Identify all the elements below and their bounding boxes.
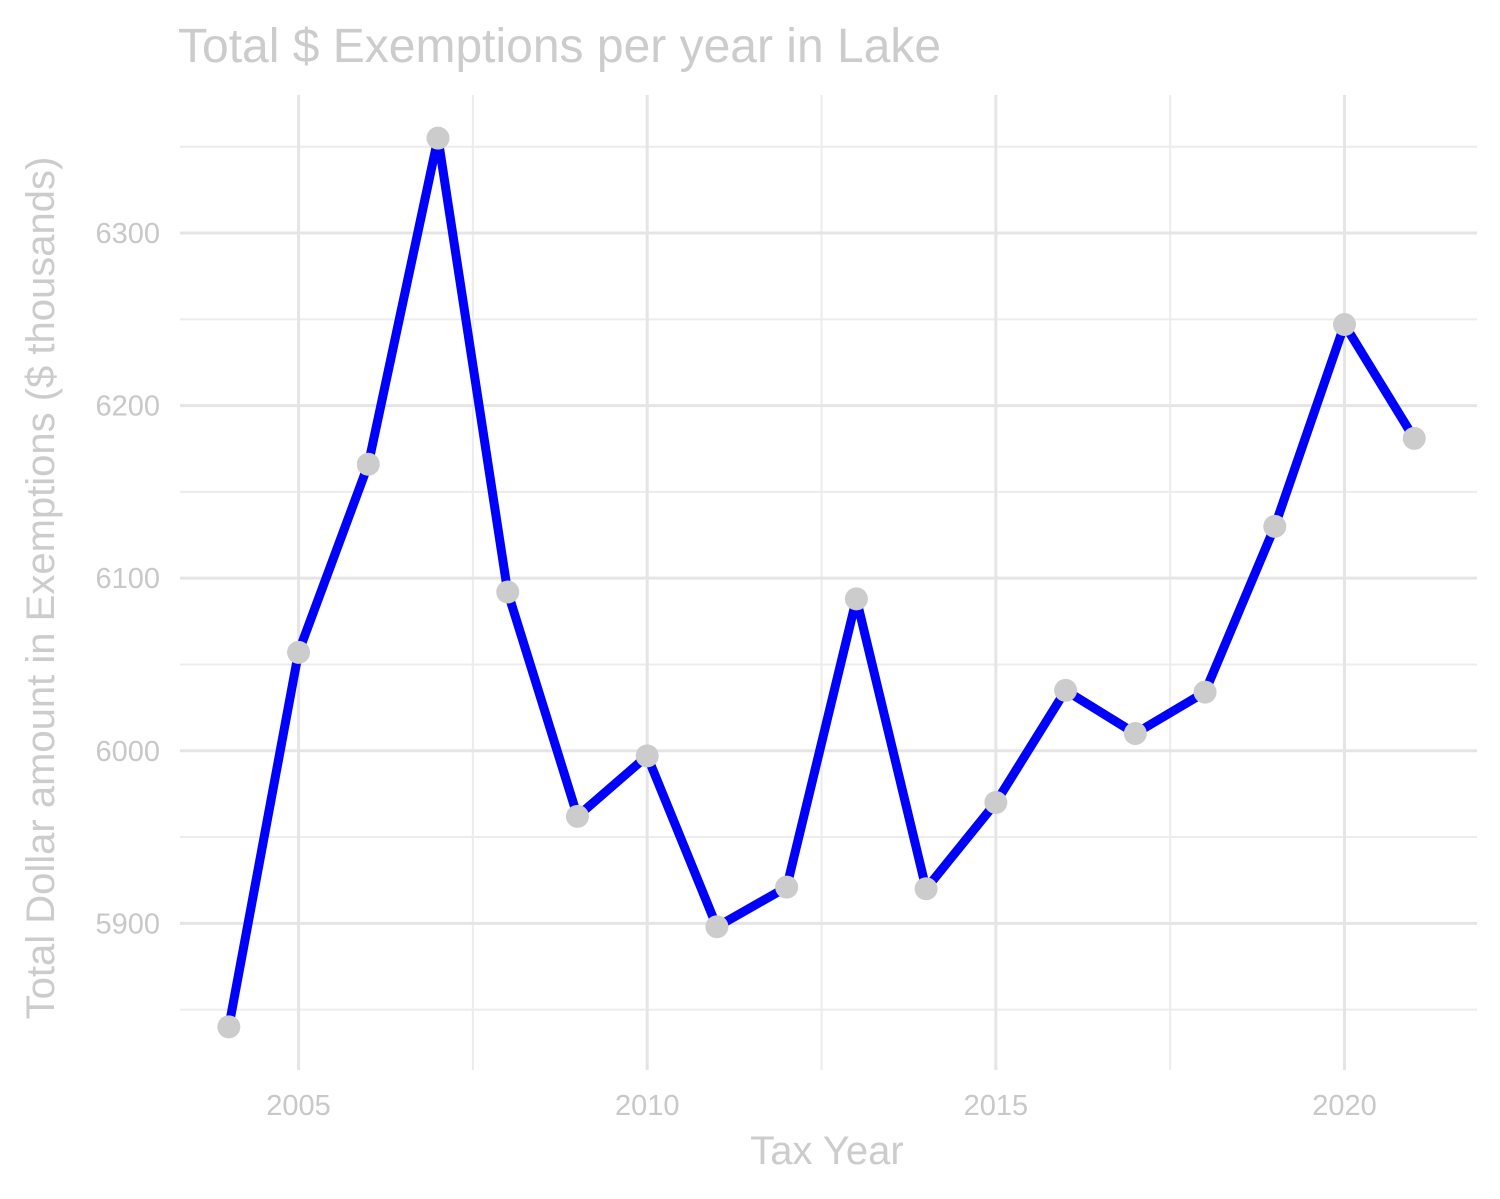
y-axis-ticks: 5900 6000 6100 6200 6300 [95, 218, 160, 940]
data-point [1123, 721, 1147, 745]
data-point [705, 915, 729, 939]
chart-title: Total $ Exemptions per year in Lake [178, 20, 941, 73]
y-tick-label: 6200 [95, 391, 160, 423]
y-tick-label: 6300 [95, 218, 160, 250]
x-tick-label: 2020 [1312, 1090, 1377, 1122]
data-point [914, 877, 938, 901]
x-tick-label: 2015 [964, 1090, 1029, 1122]
y-tick-label: 6000 [95, 736, 160, 768]
data-point [217, 1015, 241, 1039]
x-tick-label: 2010 [615, 1090, 680, 1122]
series-line-layer [224, 133, 1419, 1032]
x-tick-label: 2005 [266, 1090, 331, 1122]
data-point [1263, 514, 1287, 538]
y-tick-label: 5900 [95, 908, 160, 940]
data-point [565, 804, 589, 828]
data-point [635, 744, 659, 768]
data-point [426, 126, 450, 150]
y-axis-title: Total Dollar amount in Exemptions ($ tho… [19, 157, 63, 1020]
grid [180, 95, 1477, 1070]
y-tick-label: 6100 [95, 563, 160, 595]
data-point [1333, 313, 1357, 337]
series-line [224, 133, 1419, 1032]
data-point [984, 791, 1008, 815]
x-axis-title: Tax Year [750, 1129, 903, 1173]
data-point [496, 580, 520, 604]
data-point [1054, 678, 1078, 702]
data-point [1402, 426, 1426, 450]
x-axis-ticks: 2005 2010 2015 2020 [266, 1090, 1376, 1122]
data-point [287, 640, 311, 664]
data-point [356, 452, 380, 476]
data-point [1193, 680, 1217, 704]
data-point [775, 875, 799, 899]
series-points-layer [217, 126, 1426, 1039]
data-point [844, 587, 868, 611]
